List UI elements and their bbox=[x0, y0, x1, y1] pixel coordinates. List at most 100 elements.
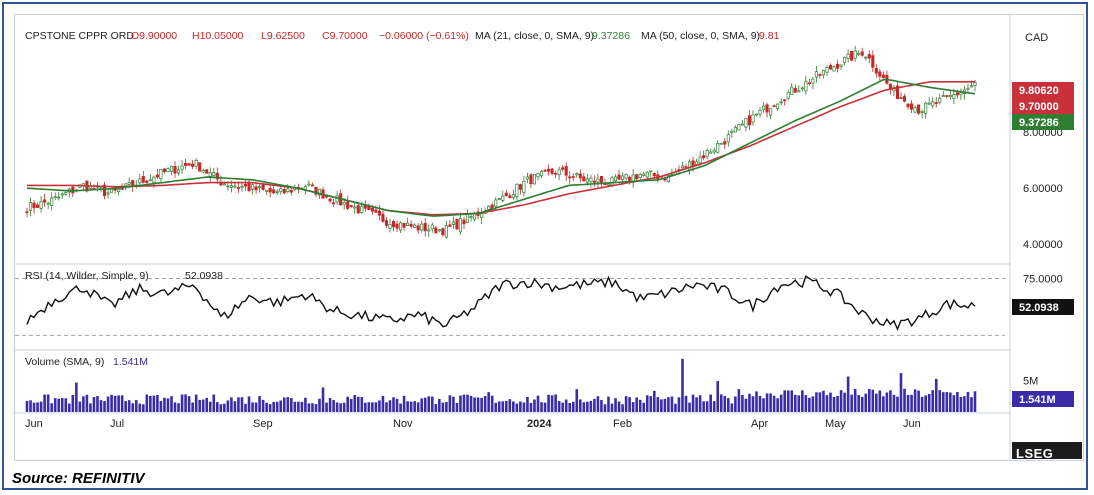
candle-body bbox=[106, 192, 110, 195]
price-tick-label: 8.00000 bbox=[1023, 127, 1063, 139]
source-caption: Source: REFINITIV bbox=[12, 470, 145, 487]
candle-body bbox=[50, 197, 54, 206]
volume-bar bbox=[198, 399, 201, 412]
volume-bar bbox=[903, 388, 906, 412]
volume-bar bbox=[529, 403, 533, 412]
volume-bar bbox=[963, 396, 966, 412]
change-value: −0.06000 (−0.61%) bbox=[379, 30, 469, 42]
volume-bar bbox=[899, 373, 903, 412]
candle-body bbox=[145, 180, 149, 184]
candle-body bbox=[416, 225, 420, 231]
candle-body bbox=[948, 95, 952, 98]
candle-body bbox=[198, 162, 202, 172]
volume-bar bbox=[268, 404, 272, 412]
volume-bar bbox=[29, 400, 32, 412]
candle-body bbox=[487, 205, 491, 210]
volume-bar bbox=[64, 398, 68, 412]
candle-body bbox=[46, 202, 50, 205]
volume-bar bbox=[36, 402, 39, 412]
candle-body bbox=[342, 201, 346, 205]
volume-bar bbox=[286, 397, 290, 412]
candle-body bbox=[71, 186, 75, 194]
rsi-tick-label: 75.0000 bbox=[1023, 273, 1063, 285]
candle-body bbox=[617, 174, 621, 180]
volume-bar bbox=[536, 395, 540, 412]
candle-body bbox=[332, 202, 336, 205]
volume-bar bbox=[82, 396, 85, 412]
candle-body bbox=[413, 224, 417, 228]
volume-bar bbox=[191, 402, 194, 412]
volume-bar bbox=[603, 404, 607, 412]
candle-body bbox=[444, 225, 448, 238]
candle-body bbox=[409, 223, 413, 227]
volume-bar bbox=[769, 393, 772, 412]
candle-body bbox=[275, 191, 279, 194]
candle-body bbox=[180, 165, 184, 170]
candle-body bbox=[938, 97, 942, 103]
candle-body bbox=[187, 163, 191, 166]
volume-bar bbox=[43, 394, 46, 412]
candle-body bbox=[621, 175, 625, 181]
volume-bar bbox=[75, 382, 78, 412]
candle-body bbox=[945, 95, 949, 97]
candle-body bbox=[578, 173, 582, 179]
candle-body bbox=[955, 92, 959, 96]
candle-body bbox=[141, 175, 145, 183]
candle-body bbox=[258, 186, 262, 189]
volume-bar bbox=[772, 395, 776, 412]
candle-body bbox=[353, 206, 357, 209]
candle-body bbox=[399, 222, 403, 231]
volume-bar bbox=[156, 395, 159, 412]
candle-body bbox=[881, 74, 885, 78]
volume-bar bbox=[473, 397, 476, 412]
volume-bar bbox=[973, 391, 977, 412]
volume-bar bbox=[244, 403, 247, 412]
volume-bar bbox=[670, 396, 674, 412]
logo-backdrop bbox=[1012, 442, 1082, 459]
volume-bar bbox=[459, 395, 462, 412]
stock-chart-panel: 4.00000 6.00000 8.00000 CAD 9.80620 9.70000 9.… bbox=[14, 14, 1084, 461]
volume-bar bbox=[614, 398, 617, 412]
candle-body bbox=[518, 184, 522, 190]
candle-body bbox=[515, 183, 519, 197]
volume-header-value: 1.541M bbox=[113, 356, 148, 368]
volume-bar bbox=[300, 401, 304, 412]
volume-bar bbox=[938, 390, 942, 412]
volume-bar bbox=[716, 381, 720, 412]
candle-body bbox=[391, 221, 396, 228]
volume-bar bbox=[32, 402, 36, 412]
volume-bar bbox=[212, 394, 216, 412]
volume-bar bbox=[321, 387, 325, 412]
price-badge bbox=[1012, 114, 1074, 130]
candle-body bbox=[786, 92, 790, 99]
volume-bar bbox=[610, 403, 614, 412]
volume-bar bbox=[892, 394, 896, 412]
volume-bar bbox=[924, 395, 927, 412]
candle-body bbox=[381, 213, 385, 222]
candle-body bbox=[895, 85, 900, 100]
volume-bar bbox=[582, 402, 586, 412]
volume-badge-label: 1.541M bbox=[1019, 394, 1056, 406]
volume-bar bbox=[476, 397, 480, 412]
volume-bars-group bbox=[25, 358, 977, 412]
candle-body bbox=[793, 87, 797, 93]
volume-bar bbox=[233, 401, 237, 412]
volume-bar bbox=[751, 396, 755, 412]
candle-body bbox=[642, 173, 646, 176]
volume-bar bbox=[247, 396, 251, 412]
volume-bar bbox=[89, 403, 92, 412]
volume-bar bbox=[818, 392, 822, 412]
volume-bar bbox=[649, 396, 653, 412]
volume-bar bbox=[593, 398, 596, 412]
candle-body bbox=[547, 168, 551, 172]
volume-bar bbox=[353, 394, 357, 412]
volume-bar bbox=[737, 389, 741, 412]
volume-bar bbox=[53, 398, 57, 412]
volume-bar bbox=[586, 401, 589, 412]
volume-bar bbox=[533, 399, 536, 412]
volume-bar bbox=[882, 396, 885, 412]
candle-body bbox=[867, 54, 871, 59]
candle-body bbox=[184, 162, 188, 166]
candle-body bbox=[832, 66, 836, 72]
